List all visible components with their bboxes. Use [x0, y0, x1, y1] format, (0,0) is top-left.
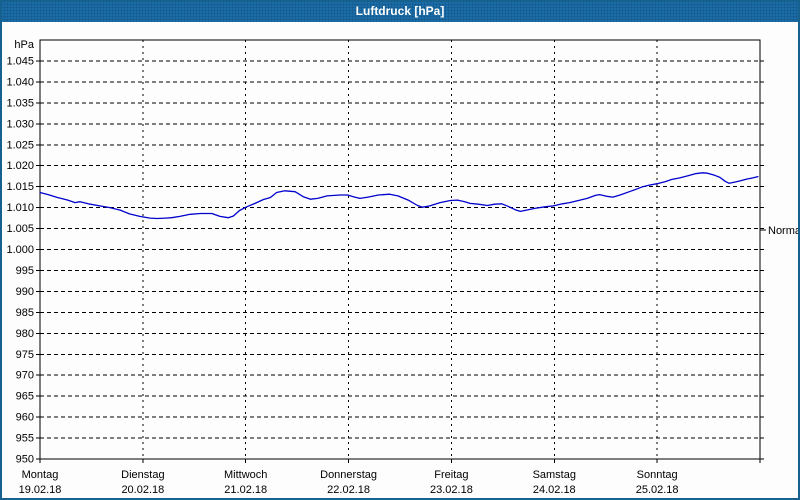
y-axis-label: 1.045	[6, 55, 34, 67]
day-date-label: 23.02.18	[430, 484, 473, 496]
y-axis-label: 960	[16, 412, 34, 424]
title-bar: Luftdruck [hPa]	[0, 0, 800, 22]
y-axis-label: 1.005	[6, 223, 34, 235]
y-axis-label: 990	[16, 286, 34, 298]
day-name-label: Freitag	[434, 469, 468, 481]
day-name-label: Mittwoch	[224, 469, 267, 481]
y-axis-label: 1.010	[6, 202, 34, 214]
y-axis-label: 985	[16, 307, 34, 319]
normal-marker-label: Normal	[768, 225, 800, 237]
pressure-curve	[39, 172, 759, 220]
y-axis-label: 980	[16, 328, 34, 340]
day-date-label: 21.02.18	[224, 484, 267, 496]
y-axis-label: 1.015	[6, 181, 34, 193]
day-date-label: 22.02.18	[327, 484, 370, 496]
day-name-label: Dienstag	[121, 469, 164, 481]
y-axis-label: 950	[16, 454, 34, 466]
window-title: Luftdruck [hPa]	[355, 4, 445, 18]
y-axis-label: 1.030	[6, 118, 34, 130]
day-name-label: Samstag	[533, 469, 576, 481]
y-axis-label: 1.040	[6, 76, 34, 88]
y-axis-label: 1.000	[6, 244, 34, 256]
y-axis-label: 955	[16, 433, 34, 445]
day-date-label: 25.02.18	[636, 484, 679, 496]
y-axis-label: 1.025	[6, 139, 34, 151]
y-axis-label: 970	[16, 370, 34, 382]
day-name-label: Sonntag	[637, 469, 678, 481]
y-axis-label: 1.020	[6, 160, 34, 172]
day-name-label: Donnerstag	[320, 469, 377, 481]
y-axis-label: 1.035	[6, 97, 34, 109]
y-axis-label: 975	[16, 349, 34, 361]
plot-border	[39, 39, 761, 460]
y-axis-label: 995	[16, 265, 34, 277]
y-axis-unit-label: hPa	[14, 39, 34, 51]
day-date-label: 20.02.18	[121, 484, 164, 496]
day-date-label: 24.02.18	[533, 484, 576, 496]
day-name-label: Montag	[22, 469, 59, 481]
day-date-label: 19.02.18	[19, 484, 62, 496]
y-axis-label: 965	[16, 391, 34, 403]
